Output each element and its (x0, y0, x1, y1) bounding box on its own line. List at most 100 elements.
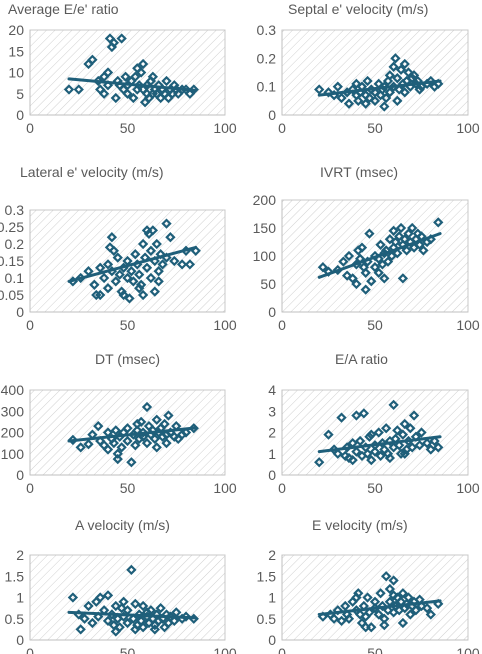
data-point (403, 67, 414, 78)
y-tick-label: 0.15 (0, 253, 24, 269)
data-point (169, 255, 180, 267)
data-point (128, 613, 139, 624)
data-point (336, 92, 347, 104)
data-point (190, 245, 201, 256)
data-point (63, 84, 75, 95)
data-point (151, 414, 162, 425)
data-point (366, 276, 377, 287)
x-tick-label: 0 (278, 120, 286, 136)
data-point (163, 410, 174, 421)
data-point (110, 600, 121, 612)
y-tick-label: 100 (253, 248, 277, 264)
data-point (130, 249, 141, 260)
data-point (114, 269, 125, 280)
data-point (122, 435, 133, 447)
y-tick-label: 0 (268, 632, 276, 648)
y-tick-label: 0.1 (257, 79, 277, 95)
data-point (390, 53, 401, 64)
data-point (95, 262, 106, 273)
data-point (323, 429, 334, 440)
data-point (421, 437, 433, 449)
data-point (336, 412, 347, 423)
x-tick-label: 50 (367, 645, 383, 654)
chart-title: E/A ratio (335, 351, 388, 367)
y-tick-label: 200 (1, 425, 25, 441)
data-point (73, 84, 84, 95)
data-point (147, 225, 159, 236)
data-point (89, 279, 100, 290)
data-point (397, 429, 409, 440)
data-point (416, 427, 427, 438)
x-tick-label: 50 (120, 120, 136, 136)
data-point (134, 269, 145, 280)
y-tick-label: 0 (16, 107, 24, 123)
plot-area (29, 29, 226, 116)
data-point (392, 425, 403, 436)
chart-septal-e-velocity: Septal e' velocity (m/s) 0 0.1 0.2 0.3 0 50 10… (257, 1, 480, 136)
data-point (369, 596, 381, 607)
data-point (151, 238, 162, 250)
x-tick-label: 0 (278, 645, 286, 654)
x-tick-label: 0 (26, 120, 34, 136)
trend-line (67, 426, 198, 443)
data-point (128, 276, 139, 287)
data-point (130, 624, 141, 635)
y-tick-label: 3 (268, 403, 276, 419)
data-point (102, 615, 114, 627)
data-point (95, 592, 106, 603)
x-tick-label: 100 (213, 480, 237, 496)
data-point (364, 431, 375, 442)
data-point (347, 273, 358, 284)
y-tick-label: 10 (8, 65, 24, 81)
x-tick-label: 50 (120, 480, 136, 496)
data-point (151, 442, 162, 453)
data-point (141, 262, 153, 273)
data-point (122, 617, 133, 629)
chart-dt: DT (msec) 0 100 200 300 400 0 50 100 (1, 351, 237, 496)
data-point (384, 87, 396, 98)
data-point (118, 596, 129, 607)
trend-line (317, 232, 442, 279)
data-point (145, 272, 157, 284)
y-tick-label: 0.3 (5, 202, 25, 218)
data-point (407, 442, 418, 453)
y-tick-label: 0 (268, 467, 276, 483)
data-point (410, 605, 422, 616)
data-point (147, 71, 159, 82)
data-point (384, 452, 396, 464)
trend-line (67, 245, 198, 283)
data-point (110, 92, 121, 104)
chart-ivrt: IVRT (msec) 0 50 100 150 200 0 50 100 (253, 164, 480, 333)
y-tick-label: 0.1 (5, 270, 25, 286)
data-point (403, 592, 414, 603)
data-point (332, 448, 343, 459)
data-point (362, 75, 373, 87)
trend-line (67, 77, 198, 92)
y-tick-label: 0.05 (0, 287, 24, 303)
data-point (126, 266, 137, 277)
data-point (137, 238, 149, 250)
data-point (165, 232, 176, 243)
data-point (180, 611, 192, 622)
data-point (421, 602, 433, 614)
data-point (351, 410, 362, 421)
data-point (394, 231, 405, 242)
y-tick-label: 400 (1, 382, 25, 398)
y-tick-label: 0 (16, 632, 24, 648)
data-point (362, 448, 373, 459)
y-tick-label: 1 (268, 446, 276, 462)
y-tick-label: 0.2 (5, 236, 25, 252)
data-point (351, 278, 362, 290)
data-point (153, 266, 164, 277)
data-point (390, 236, 401, 248)
data-point (188, 84, 199, 95)
trend-line (67, 610, 198, 620)
data-point (340, 600, 351, 612)
data-point (116, 602, 127, 614)
data-point (161, 75, 172, 87)
data-point (157, 259, 168, 270)
data-point (122, 272, 133, 284)
data-point (401, 245, 412, 256)
data-point (67, 592, 79, 603)
data-point (102, 283, 114, 294)
